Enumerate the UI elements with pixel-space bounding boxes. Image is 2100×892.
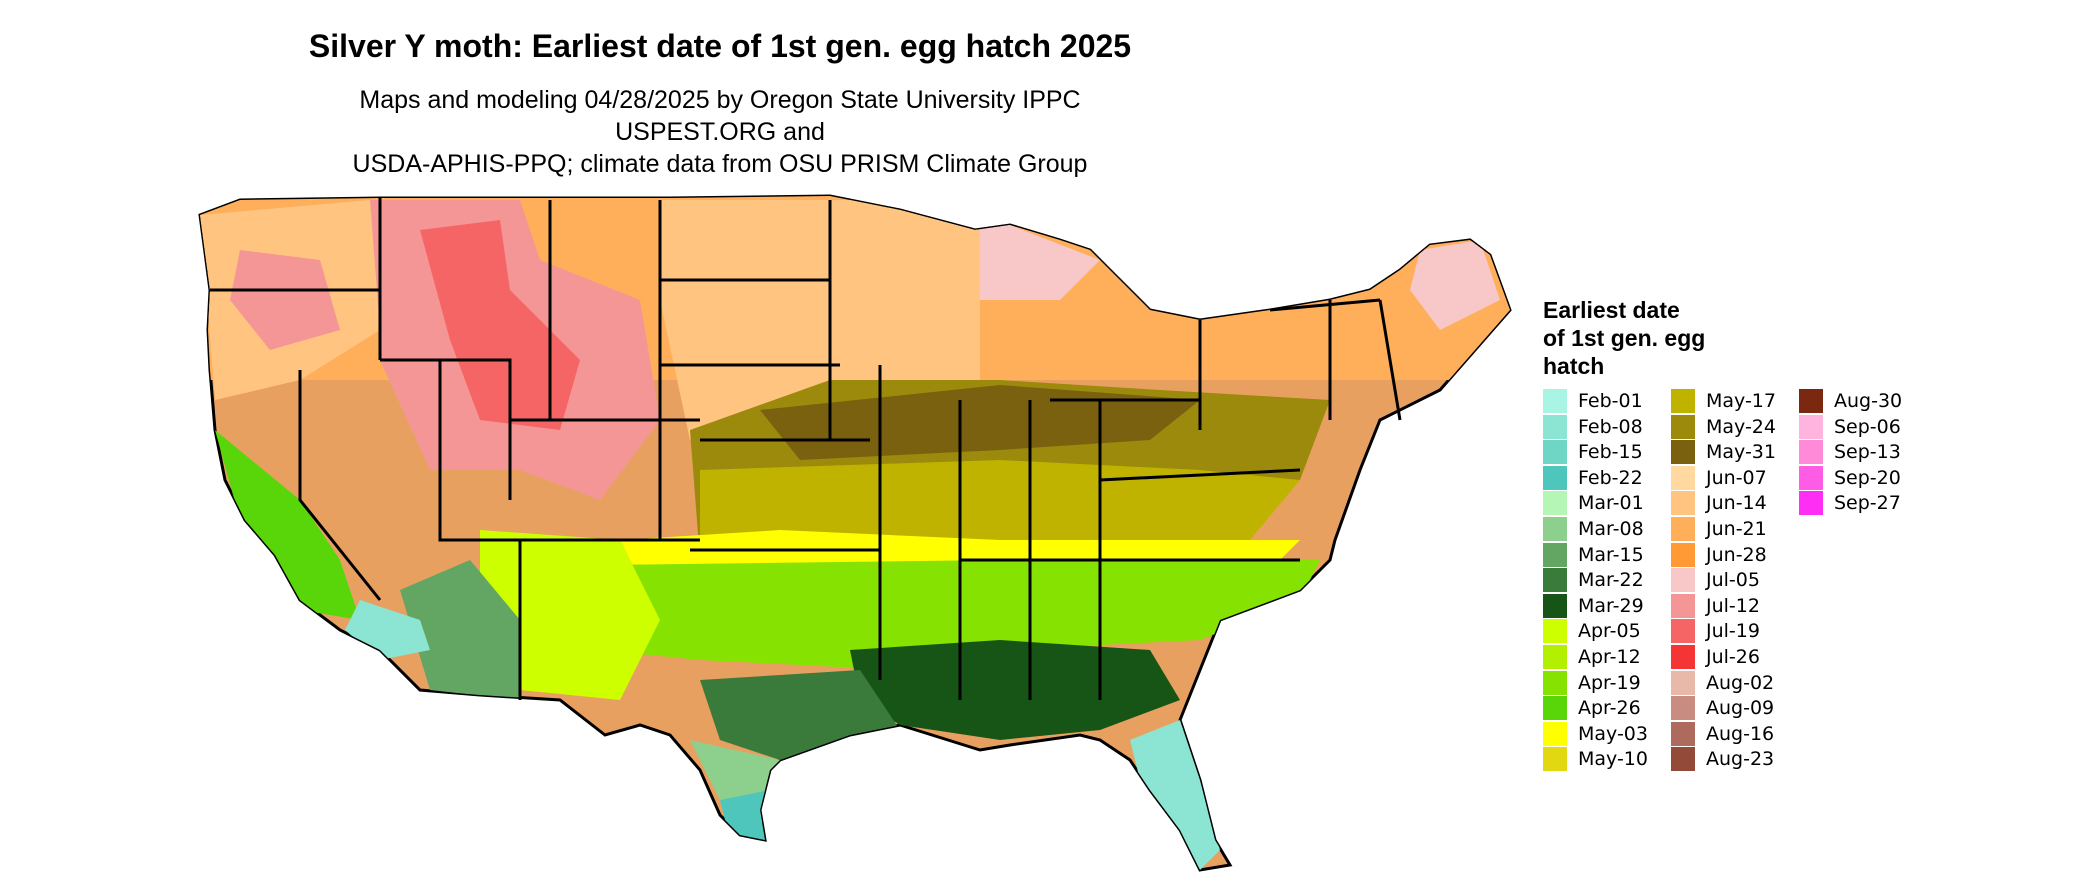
legend-label: Aug-09 xyxy=(1706,697,1775,720)
legend-swatch xyxy=(1543,389,1567,413)
legend-swatch xyxy=(1671,542,1695,567)
legend-swatch xyxy=(1671,696,1695,721)
legend-swatch xyxy=(1543,593,1567,618)
legend-label: Aug-02 xyxy=(1706,671,1775,694)
legend-label: Feb-22 xyxy=(1578,466,1643,489)
legend-label: Mar-29 xyxy=(1578,594,1644,617)
legend-label: Feb-08 xyxy=(1578,415,1643,438)
legend-label: Apr-26 xyxy=(1578,697,1641,720)
map-title: Silver Y moth: Earliest date of 1st gen.… xyxy=(308,28,1132,64)
zone-northwest-pink xyxy=(230,250,340,350)
legend-swatch xyxy=(1799,491,1823,516)
legend-swatch xyxy=(1543,670,1567,695)
legend-label: Jul-19 xyxy=(1706,620,1760,643)
legend-label: Jul-12 xyxy=(1706,594,1760,617)
legend-label: Jun-21 xyxy=(1706,517,1767,540)
legend-title-line-2: of 1st gen. egg xyxy=(1543,325,1706,351)
zone-gulf-dark-green xyxy=(850,640,1180,740)
legend-swatch xyxy=(1671,491,1695,516)
legend-label: Apr-05 xyxy=(1578,620,1641,643)
legend-label: Mar-22 xyxy=(1578,569,1644,592)
subtitle-line-1: Maps and modeling 04/28/2025 by Oregon S… xyxy=(359,86,1081,146)
state-lines-central xyxy=(660,200,1102,700)
legend-label: Mar-15 xyxy=(1578,543,1644,566)
legend-swatch xyxy=(1671,516,1695,541)
legend-swatch xyxy=(1543,440,1567,465)
legend-label: Jun-07 xyxy=(1706,466,1767,489)
zone-florida xyxy=(1130,720,1220,870)
legend-swatch xyxy=(1799,414,1823,439)
legend-swatch xyxy=(1671,440,1695,465)
legend-label: Mar-08 xyxy=(1578,517,1644,540)
map-subtitle: Maps and modeling 04/28/2025 by Oregon S… xyxy=(290,84,1150,180)
legend-label: May-10 xyxy=(1578,748,1648,771)
us-map xyxy=(198,194,1512,872)
egg-hatch-zones xyxy=(200,196,1510,870)
legend-title-line-3: hatch xyxy=(1543,353,1605,379)
legend-label: Sep-27 xyxy=(1834,492,1901,515)
legend-swatch xyxy=(1671,593,1695,618)
subtitle-line-2: USDA-APHIS-PPQ; climate data from OSU PR… xyxy=(352,150,1088,178)
state-lines-east xyxy=(960,298,1402,562)
state-lines-west xyxy=(210,198,700,700)
zone-rockies-red xyxy=(420,220,580,430)
legend-swatch xyxy=(1543,644,1567,669)
legend-label: Aug-16 xyxy=(1706,722,1775,745)
legend-swatch xyxy=(1543,721,1567,746)
legend-swatch xyxy=(1543,465,1567,490)
legend-label: Aug-23 xyxy=(1706,748,1775,771)
legend-label: May-31 xyxy=(1706,441,1776,464)
legend-swatch xyxy=(1543,414,1567,439)
legend-label: Mar-01 xyxy=(1578,492,1644,515)
state-boundaries xyxy=(210,198,1402,700)
legend-swatch xyxy=(1671,389,1695,413)
zone-northeast-pink xyxy=(1410,240,1500,330)
legend-label: Jun-14 xyxy=(1706,492,1767,515)
legend-swatch xyxy=(1671,619,1695,644)
legend-label: May-03 xyxy=(1578,722,1648,745)
legend-swatch xyxy=(1671,568,1695,593)
legend-label: Sep-13 xyxy=(1834,441,1901,464)
legend-swatch xyxy=(1543,491,1567,516)
legend-swatch xyxy=(1799,465,1823,490)
legend-label: Jun-28 xyxy=(1706,543,1767,566)
zone-arizona-teal xyxy=(400,560,520,700)
legend-swatch xyxy=(1799,389,1823,413)
legend-label: May-24 xyxy=(1706,415,1776,438)
legend-swatch xyxy=(1543,542,1567,567)
legend-swatch xyxy=(1543,516,1567,541)
legend-swatch xyxy=(1799,440,1823,465)
legend-label: Sep-20 xyxy=(1834,466,1901,489)
legend-swatch xyxy=(1543,619,1567,644)
legend-title: Earliest date of 1st gen. egg hatch xyxy=(1543,296,1773,380)
legend-label: Feb-01 xyxy=(1578,390,1643,412)
legend-title-line-1: Earliest date xyxy=(1543,297,1680,323)
legend-label: Apr-19 xyxy=(1578,671,1641,694)
legend-label: Sep-06 xyxy=(1834,415,1901,438)
legend-label: May-17 xyxy=(1706,390,1776,412)
legend-label: Jul-26 xyxy=(1706,645,1760,668)
legend-swatch xyxy=(1671,644,1695,669)
legend: Earliest date of 1st gen. egg hatch Feb-… xyxy=(1543,296,1983,796)
legend-label: Feb-15 xyxy=(1578,441,1643,464)
legend-swatch xyxy=(1543,568,1567,593)
legend-swatch xyxy=(1671,747,1695,772)
legend-swatch xyxy=(1671,465,1695,490)
legend-swatch xyxy=(1671,721,1695,746)
zone-southwest-yellow xyxy=(480,530,660,700)
legend-label: Apr-12 xyxy=(1578,645,1641,668)
legend-swatch xyxy=(1543,696,1567,721)
legend-label: Jul-05 xyxy=(1706,569,1760,592)
zone-southwest-green xyxy=(215,430,360,620)
legend-swatch xyxy=(1671,414,1695,439)
legend-swatch xyxy=(1671,670,1695,695)
legend-label: Aug-30 xyxy=(1834,390,1903,412)
legend-swatch xyxy=(1543,747,1567,772)
